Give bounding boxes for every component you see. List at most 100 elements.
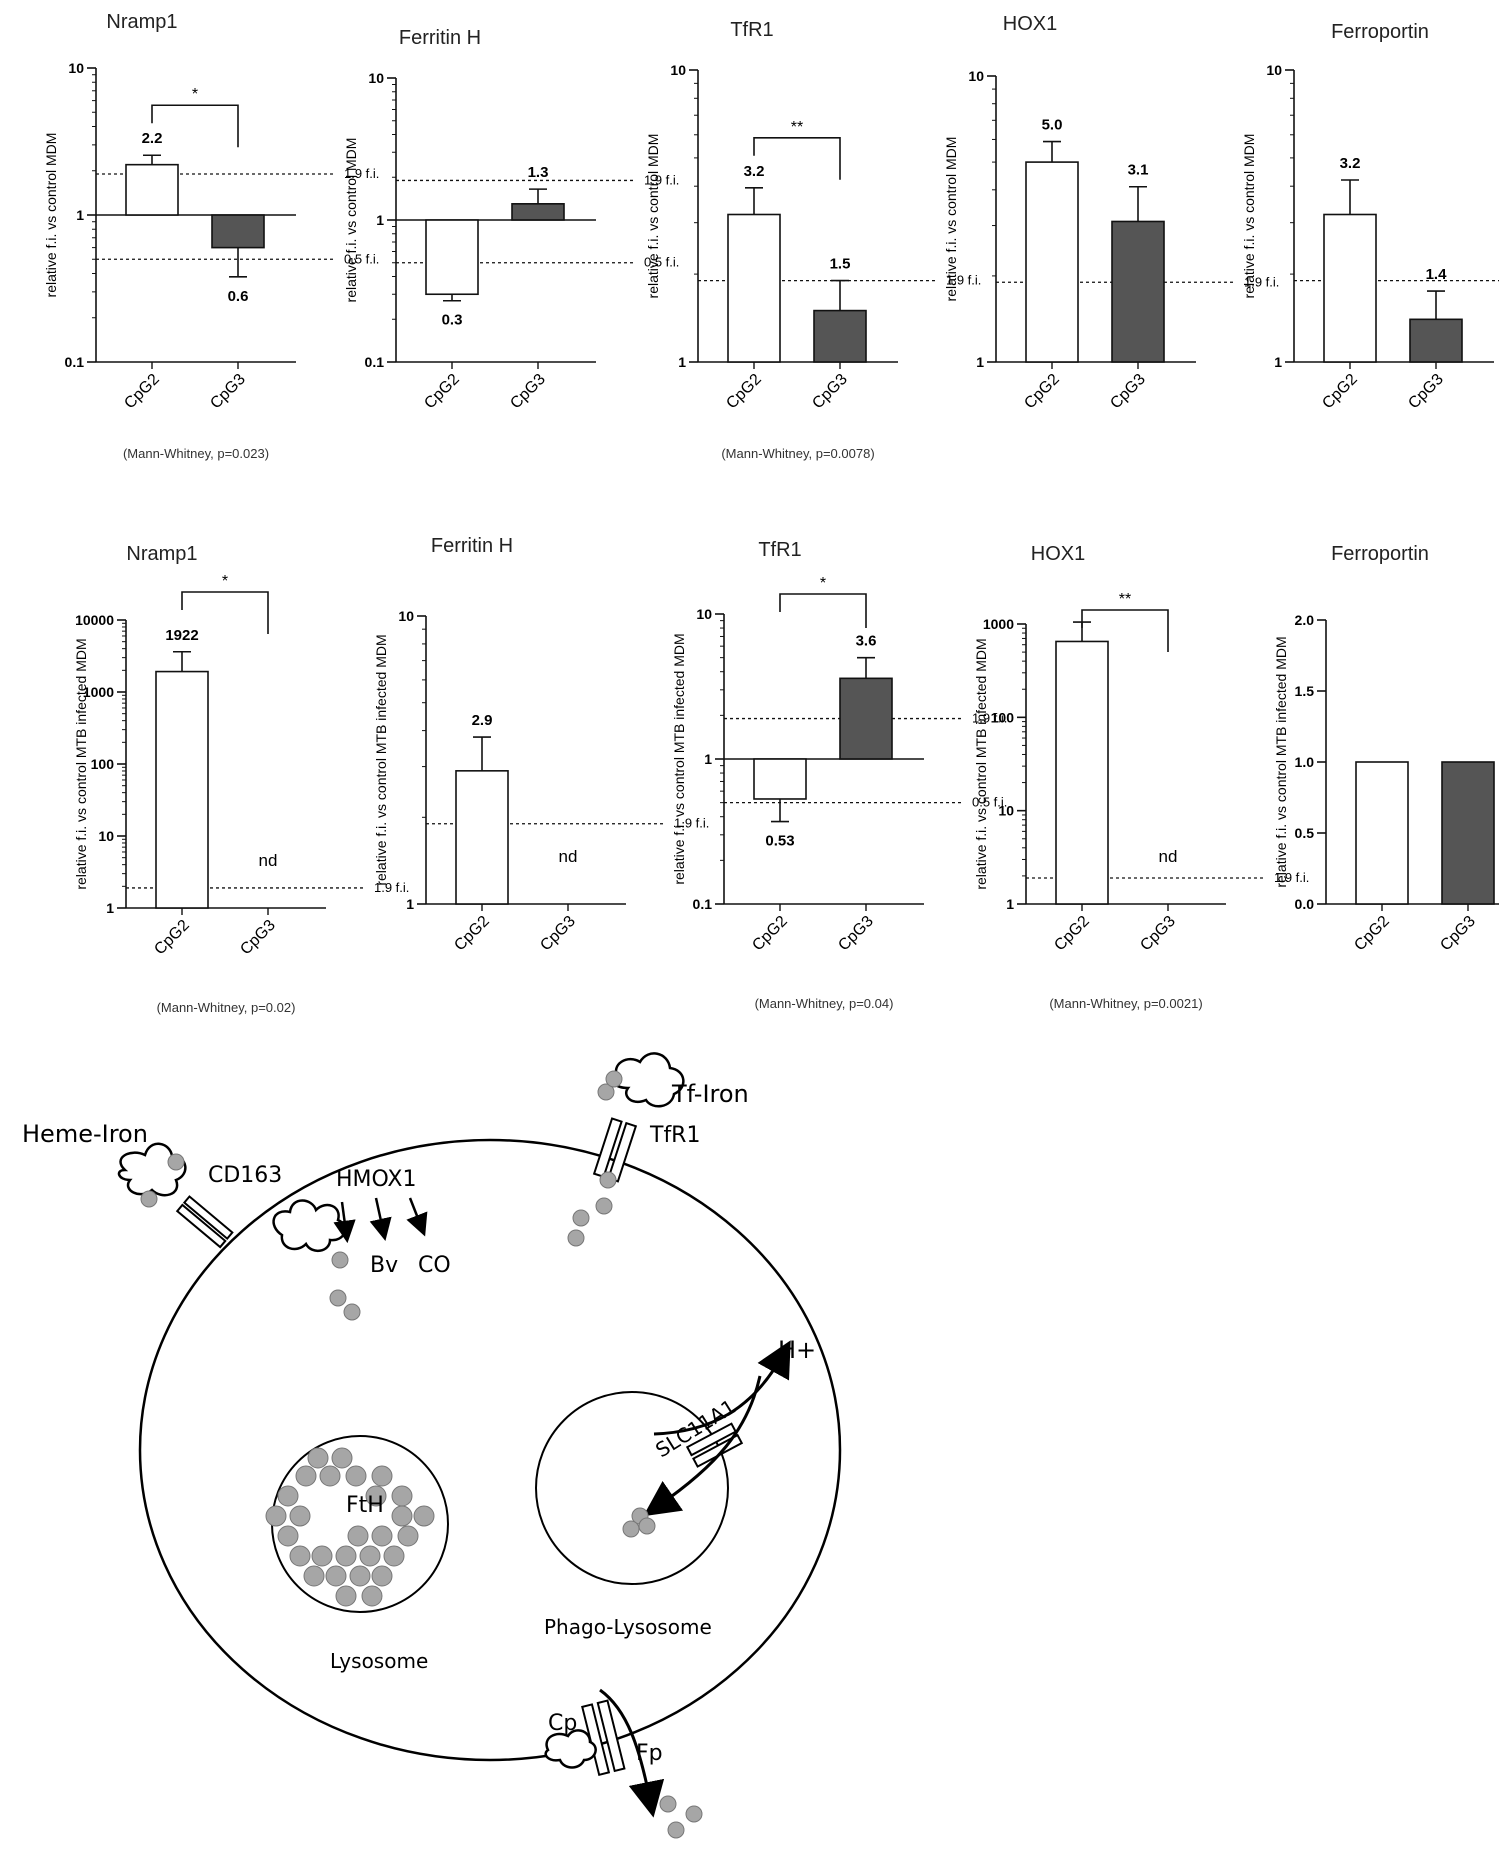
- ferritin-iron-atom: [391, 1505, 413, 1527]
- data-label: 3.1: [1128, 162, 1149, 179]
- ferritin-iron-atom: [365, 1485, 387, 1507]
- ferritin-iron-atom: [289, 1545, 311, 1567]
- ferritin-iron-atom: [383, 1545, 405, 1567]
- ferritin-iron-atom: [295, 1465, 317, 1487]
- category-label: CpG2: [451, 913, 493, 955]
- y-tick-label: 1: [704, 751, 712, 767]
- y-tick-label: 1: [1274, 354, 1282, 370]
- reference-label: 1.9 f.i.: [374, 880, 409, 895]
- phago-lysosome: [535, 1391, 729, 1585]
- ferritin-iron-atom: [413, 1505, 435, 1527]
- category-label: CpG2: [1319, 371, 1361, 413]
- y-tick-label: 0.1: [365, 354, 385, 370]
- chart-title: Ferroportin: [1331, 543, 1429, 565]
- y-axis-label: relative f.i. vs control MTB infected MD…: [73, 638, 89, 889]
- iron-atom: [140, 1190, 158, 1208]
- statistics-note: (Mann-Whitney, p=0.0078): [721, 446, 874, 461]
- y-tick-label: 1: [76, 207, 84, 223]
- tf-iron-molecule: [612, 1052, 685, 1108]
- bar-cpg2: [425, 219, 479, 296]
- ferritin-iron-atom: [277, 1485, 299, 1507]
- chart-panel: TfR1 0.1 1 10 relative f.i. vs control MTB i…: [671, 539, 1007, 1011]
- lysosome-label: Lysosome: [330, 1649, 428, 1673]
- bar-cpg3: [839, 677, 893, 760]
- data-label: 1.5: [830, 256, 851, 273]
- ferritin-iron-atom: [359, 1545, 381, 1567]
- significance-marker: **: [791, 119, 803, 136]
- significance-marker: *: [222, 573, 228, 590]
- category-label: CpG2: [749, 913, 791, 955]
- h-plus-label: H+: [778, 1336, 816, 1364]
- bar-cpg2: [1025, 161, 1079, 363]
- ferritin-iron-atom: [335, 1545, 357, 1567]
- ferritin-iron-atom: [319, 1465, 341, 1487]
- y-axis-label: relative f.i. vs control MTB infected MD…: [973, 638, 989, 889]
- data-label: 1.3: [528, 164, 549, 181]
- category-label: CpG3: [537, 913, 579, 955]
- reference-label: 1.9 f.i.: [1244, 274, 1279, 289]
- bar-cpg2: [1055, 640, 1109, 905]
- y-tick-label: 100: [91, 756, 115, 772]
- bar-cpg3: [813, 309, 867, 363]
- tf-iron-label: Tf-Iron: [671, 1080, 749, 1108]
- phago-lysosome-label: Phago-Lysosome: [544, 1615, 712, 1639]
- chart-title: Ferritin H: [399, 27, 481, 49]
- hmox1-enzyme: [272, 1199, 347, 1252]
- ferritin-iron-atom: [349, 1565, 371, 1587]
- iron-transport-arrow: [643, 1375, 762, 1517]
- chart-panel: Ferroportin 0.0 0.5 1.0 1.5 2.0 relative f.i. …: [1273, 543, 1499, 954]
- y-tick-label: 0.1: [65, 354, 85, 370]
- y-tick-label: 100: [991, 709, 1015, 725]
- bar-cpg2: [753, 758, 807, 800]
- chart-panel: Ferritin H 0.1 1 10 relative f.i. vs control…: [343, 27, 679, 412]
- statistics-note: (Mann-Whitney, p=0.02): [157, 1000, 296, 1015]
- significance-bracket: [779, 593, 867, 628]
- nd-label: nd: [559, 847, 578, 866]
- y-tick-label: 1000: [983, 616, 1014, 632]
- category-label: CpG2: [421, 371, 463, 413]
- iron-metabolism-diagram: Heme-Iron CD163 HMOX1 Bv CO Tf-Iron TfR1…: [22, 1052, 842, 1839]
- y-tick-label: 10: [68, 60, 84, 76]
- chart-title: TfR1: [758, 539, 801, 561]
- significance-marker: *: [192, 86, 198, 103]
- bv-label: Bv: [370, 1253, 398, 1278]
- y-tick-label: 1: [976, 354, 984, 370]
- y-axis-label: relative f.i. vs control MTB infected MD…: [671, 633, 687, 884]
- iron-atom: [659, 1795, 677, 1813]
- chart-panels: Nramp1 0.1 1 10 relative f.i. vs control MDM…: [43, 11, 1499, 1015]
- significance-bracket: [181, 591, 269, 634]
- category-label: CpG2: [121, 371, 163, 413]
- data-label: 1.4: [1426, 266, 1448, 283]
- category-label: CpG3: [1107, 371, 1149, 413]
- fth-label: FtH: [346, 1493, 384, 1518]
- statistics-note: (Mann-Whitney, p=0.023): [123, 446, 269, 461]
- chart-panel: Nramp1 1 10 100 1000 10000 relative f.i. vs co…: [73, 543, 409, 1015]
- chart-panel: Ferroportin 1 10 relative f.i. vs control M…: [1241, 21, 1499, 412]
- significance-bracket: [1081, 609, 1169, 652]
- y-axis-label: relative f.i. vs control MDM: [1241, 134, 1257, 299]
- hmox1-arrow: [406, 1197, 428, 1237]
- chart-panel: Ferritin H 1 10 relative f.i. vs control MT…: [373, 535, 709, 954]
- category-label: CpG3: [207, 371, 249, 413]
- bar-cpg3: [211, 214, 265, 249]
- chart-panel: Nramp1 0.1 1 10 relative f.i. vs control MDM…: [43, 11, 379, 461]
- significance-bracket: [151, 104, 239, 148]
- bar-cpg2: [455, 770, 509, 905]
- category-label: CpG3: [507, 371, 549, 413]
- y-tick-label: 1000: [83, 684, 114, 700]
- category-label: CpG3: [835, 913, 877, 955]
- tfr1-receptor: [592, 1117, 638, 1183]
- y-tick-label: 10000: [75, 612, 114, 628]
- y-tick-label: 10: [368, 70, 384, 86]
- ferritin-iron-atom: [307, 1447, 329, 1469]
- heme-iron-molecule: [117, 1142, 187, 1197]
- cell-membrane: [138, 1138, 842, 1762]
- bar-cpg2: [125, 163, 179, 216]
- data-label: 1922: [165, 627, 198, 644]
- nd-label: nd: [1159, 847, 1178, 866]
- ferritin-iron-atom: [391, 1485, 413, 1507]
- data-label: 0.6: [228, 288, 249, 305]
- heme-iron-label: Heme-Iron: [22, 1120, 148, 1148]
- bar-cpg3: [511, 203, 565, 221]
